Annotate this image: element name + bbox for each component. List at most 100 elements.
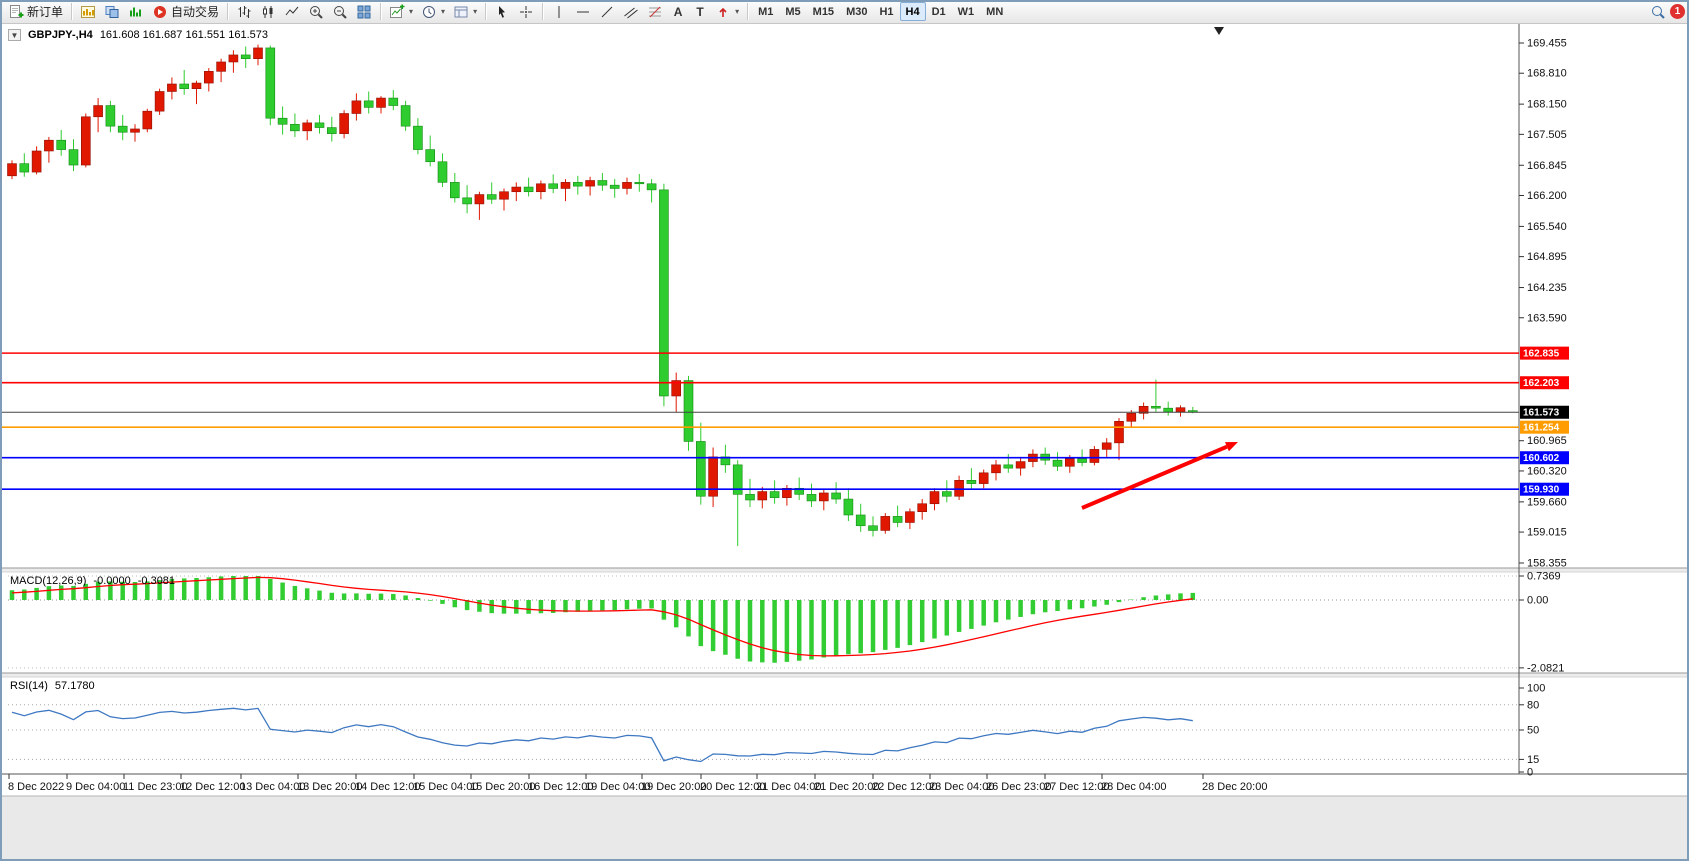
tile-windows-button[interactable] bbox=[352, 1, 376, 22]
trend-arrow[interactable] bbox=[1081, 444, 1228, 510]
date-label: 13 Dec 20:00 bbox=[297, 781, 362, 793]
zoom-out-button[interactable] bbox=[328, 1, 352, 22]
candle bbox=[1077, 458, 1087, 463]
vertical-line-tool-button[interactable] bbox=[547, 1, 571, 22]
trendline-tool-button[interactable] bbox=[595, 1, 619, 22]
horizontal-line-tool-button[interactable] bbox=[571, 1, 595, 22]
candle bbox=[93, 105, 103, 118]
line-chart-mode-button[interactable] bbox=[280, 1, 304, 22]
crosshair-icon bbox=[520, 5, 533, 18]
cursor-tool-button[interactable] bbox=[490, 1, 514, 22]
tf-button-mn[interactable]: MN bbox=[986, 5, 1004, 18]
candle bbox=[769, 491, 780, 498]
tf-button-m1[interactable]: M1 bbox=[758, 5, 774, 18]
text-tool-button[interactable]: A bbox=[667, 1, 689, 22]
arrows-tool-button[interactable]: ▾ bbox=[711, 1, 743, 22]
notification-badge[interactable]: 1 bbox=[1670, 4, 1685, 19]
price-badge bbox=[1520, 405, 1569, 419]
charts-icon bbox=[81, 5, 96, 18]
tf-button-h4[interactable]: H4 bbox=[899, 2, 926, 21]
candle bbox=[806, 494, 817, 502]
search-button[interactable] bbox=[1646, 1, 1670, 22]
candle bbox=[302, 122, 313, 132]
candle bbox=[314, 122, 325, 128]
rsi-value: 57.1780 bbox=[54, 680, 95, 692]
date-label: 9 Dec 04:00 bbox=[66, 781, 125, 793]
candle bbox=[622, 182, 632, 189]
panel-splitter[interactable] bbox=[2, 568, 1687, 572]
text-label-tool-button[interactable]: T bbox=[689, 1, 711, 22]
toolbar-separator bbox=[542, 3, 544, 20]
date-label: 27 Dec 12:00 bbox=[1044, 781, 1109, 793]
periods-button[interactable]: ▾ bbox=[417, 1, 449, 22]
chart-background bbox=[2, 24, 1687, 796]
text-label-tool-icon: T bbox=[696, 4, 704, 19]
indicators-button[interactable]: ▾ bbox=[385, 1, 417, 22]
candle bbox=[31, 150, 42, 173]
zoom-in-button[interactable] bbox=[304, 1, 328, 22]
macd-label: MACD(12,26,9) -0.0000 -0.3081 bbox=[10, 575, 175, 587]
templates-icon bbox=[454, 6, 468, 17]
tf-button-m15[interactable]: M15 bbox=[812, 5, 835, 18]
zoom-out-icon bbox=[334, 5, 347, 19]
indicators-icon bbox=[390, 4, 405, 18]
panel-splitter[interactable] bbox=[2, 673, 1687, 677]
date-label: 12 Dec 12:00 bbox=[180, 781, 245, 793]
toolbar-separator bbox=[71, 3, 73, 20]
fibonacci-tool-button[interactable] bbox=[643, 1, 667, 22]
price-tick-label: 169.455 bbox=[1527, 38, 1567, 50]
candle bbox=[499, 191, 509, 200]
channel-tool-button[interactable] bbox=[619, 1, 643, 22]
profiles-button[interactable] bbox=[100, 1, 124, 22]
new-order-button[interactable]: 新订单 bbox=[4, 1, 67, 22]
tf-button-h1[interactable]: H1 bbox=[879, 5, 894, 18]
candle bbox=[831, 492, 841, 500]
candle bbox=[142, 110, 153, 130]
candle bbox=[277, 117, 288, 125]
candle bbox=[376, 97, 386, 108]
price-badge-label: 160.602 bbox=[1523, 453, 1560, 464]
charts-button[interactable] bbox=[76, 1, 100, 22]
macd-tick-label: 0.7369 bbox=[1527, 571, 1561, 583]
candle bbox=[44, 139, 54, 152]
candle bbox=[511, 186, 522, 193]
tf-button-w1[interactable]: W1 bbox=[957, 5, 975, 18]
price-tick-label: 166.845 bbox=[1527, 160, 1567, 172]
candle bbox=[695, 441, 706, 497]
candle bbox=[880, 516, 891, 531]
price-badge bbox=[1520, 451, 1569, 465]
candle bbox=[1065, 458, 1075, 467]
trend-arrow-head[interactable] bbox=[1225, 442, 1238, 452]
candle bbox=[265, 47, 276, 119]
date-label: 8 Dec 2022 bbox=[8, 781, 64, 793]
tf-button-m30[interactable]: M30 bbox=[846, 5, 868, 18]
toolbar-separator bbox=[485, 3, 487, 20]
price-badge bbox=[1520, 346, 1569, 360]
chevron-down-icon: ▾ bbox=[441, 7, 446, 16]
market-watch-icon bbox=[130, 7, 142, 16]
bar-chart-mode-button[interactable] bbox=[232, 1, 256, 22]
tf-button-m5[interactable]: M5 bbox=[785, 5, 801, 18]
chart-shift-marker[interactable] bbox=[1214, 27, 1224, 35]
candle bbox=[154, 91, 165, 112]
templates-button[interactable]: ▾ bbox=[449, 1, 481, 22]
toolbar-separator bbox=[380, 3, 382, 20]
candle bbox=[204, 71, 214, 84]
market-watch-button[interactable] bbox=[124, 1, 148, 22]
crosshair-tool-button[interactable] bbox=[514, 1, 538, 22]
candle bbox=[683, 380, 694, 442]
tf-button-d1[interactable]: D1 bbox=[931, 5, 946, 18]
auto-trading-button[interactable]: 自动交易 bbox=[148, 1, 223, 22]
candlestick-mode-button[interactable] bbox=[256, 1, 280, 22]
price-tick-label: 166.200 bbox=[1527, 190, 1567, 202]
one-click-expander[interactable]: ▼ bbox=[8, 29, 21, 41]
price-tick-label: 165.540 bbox=[1527, 221, 1567, 233]
price-badge bbox=[1520, 376, 1569, 390]
candle bbox=[351, 100, 362, 114]
candle bbox=[400, 105, 411, 127]
price-tick-label: 159.015 bbox=[1527, 527, 1567, 539]
candle bbox=[191, 82, 202, 89]
candle bbox=[745, 494, 755, 501]
macd-name: MACD(12,26,9) bbox=[10, 575, 87, 587]
